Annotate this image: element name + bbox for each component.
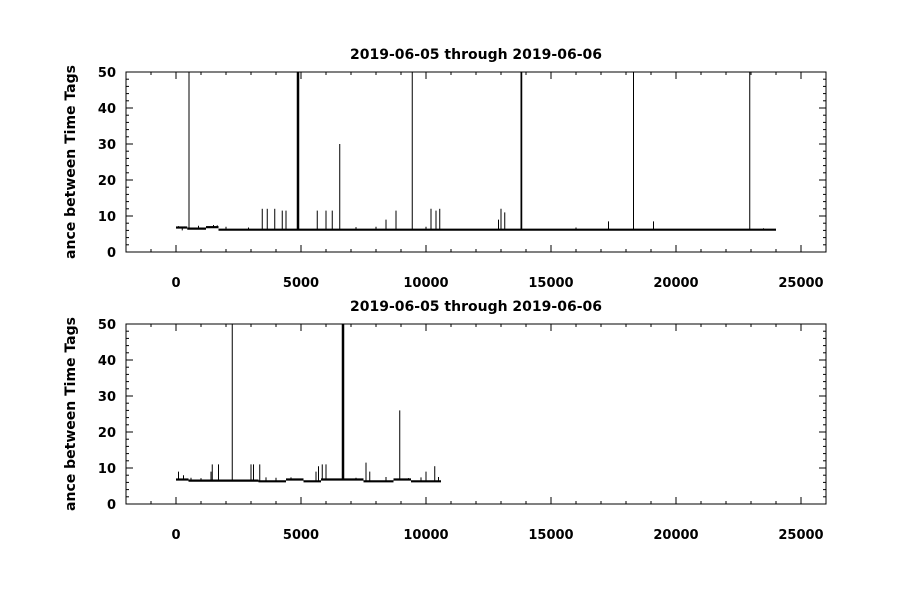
panel-2-x-tick-label: 25000 (778, 528, 823, 543)
chart-panel-2: 2019-06-05 through 2019-06-06 ance betwee… (63, 299, 827, 543)
panel-2-chart-title: 2019-06-05 through 2019-06-06 (350, 299, 602, 315)
panel-2-y-tick-label: 30 (98, 390, 116, 405)
panel-2-x-tick-label: 5000 (283, 528, 319, 543)
panel-1-y-axis-label: ance between Time Tags (63, 65, 79, 259)
panel-1-y-tick-label: 10 (98, 210, 116, 225)
panel-1-y-tick-label: 30 (98, 138, 116, 153)
panel-2-y-tick-label: 10 (98, 462, 116, 477)
panel-1-chart-title: 2019-06-05 through 2019-06-06 (350, 47, 602, 63)
panel-1-x-tick-label: 5000 (283, 276, 319, 291)
panel-1-x-tick-label: 15000 (528, 276, 573, 291)
panel-1-y-tick-label: 50 (98, 66, 116, 81)
panel-1-x-tick-label: 25000 (778, 276, 823, 291)
panel-1-series-1 (176, 72, 776, 231)
panel-2-y-tick-label: 0 (107, 498, 116, 513)
panel-2-y-tick-label: 40 (98, 354, 116, 369)
panel-2-x-tick-label: 0 (171, 528, 180, 543)
panel-2-y-tick-label: 20 (98, 426, 116, 441)
panel-1-y-tick-label: 0 (107, 246, 116, 261)
panel-2-x-tick-label: 20000 (653, 528, 698, 543)
panel-1-plot-frame (125, 71, 827, 253)
panel-2-x-tick-label: 15000 (528, 528, 573, 543)
panel-2-y-axis-label: ance between Time Tags (63, 317, 79, 511)
panel-1-y-tick-label: 20 (98, 174, 116, 189)
panel-2-x-tick-label: 10000 (403, 528, 448, 543)
panel-2-series-1 (176, 324, 441, 483)
panel-2-y-tick-label: 50 (98, 318, 116, 333)
panel-1-y-tick-label: 40 (98, 102, 116, 117)
panel-1-x-tick-label: 10000 (403, 276, 448, 291)
panel-1-x-tick-label: 0 (171, 276, 180, 291)
panel-1-x-tick-label: 20000 (653, 276, 698, 291)
chart-panel-1: 2019-06-05 through 2019-06-06 ance betwee… (63, 47, 827, 291)
panel-2-plot-frame (125, 323, 827, 505)
